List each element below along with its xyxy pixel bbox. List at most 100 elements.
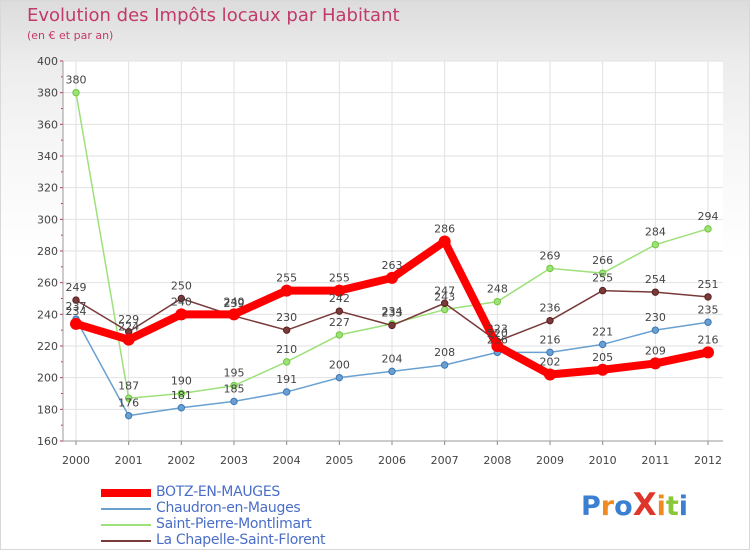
data-point [704,318,712,326]
data-point [177,389,186,398]
x-tick-label: 2003 [220,454,248,467]
x-tick-label: 2000 [62,454,90,467]
x-tick-label: 2006 [378,454,406,467]
data-label: 200 [329,359,350,372]
legend-swatch-la-chapelle [101,540,151,542]
data-label: 255 [276,272,297,285]
y-tick-label: 220 [37,340,58,353]
data-label: 234 [66,305,87,318]
logo-letter: P [581,491,601,522]
data-point [544,368,556,381]
data-point [546,348,554,357]
data-point [596,363,609,376]
data-label: 224 [118,321,139,334]
data-label: 249 [66,281,87,294]
data-point [333,284,346,297]
data-point [491,340,504,352]
data-point [493,297,502,306]
logo-letter: X [632,487,657,523]
data-label: 210 [276,343,297,356]
data-label: 229 [118,313,139,326]
data-label: 208 [434,346,455,359]
data-label: 195 [224,367,245,380]
y-tick-label: 260 [37,277,58,290]
data-label: 221 [592,325,613,338]
data-label: 223 [487,322,508,335]
data-label: 239 [224,297,245,310]
data-point [388,367,396,376]
data-label: 205 [592,351,613,364]
data-label: 191 [276,373,297,386]
data-point [440,299,449,307]
data-label: 266 [592,254,613,267]
data-label: 237 [66,300,87,313]
data-label: 240 [171,295,192,308]
data-point [228,308,240,321]
y-tick-label: 300 [37,213,58,226]
data-label: 230 [645,311,666,324]
data-label: 255 [329,272,350,285]
data-point [704,293,712,301]
x-tick-label: 2001 [115,454,143,467]
data-point [388,321,396,330]
y-tick-label: 360 [37,118,58,131]
data-point [175,308,188,321]
data-point [440,361,449,369]
x-tick-label: 2005 [325,454,353,467]
data-label: 216 [540,333,561,346]
x-tick-label: 2011 [641,454,669,467]
chart-title: Evolution des Impôts locaux par Habitant [27,5,400,26]
chart-subtitle: (en € et par an) [27,29,114,42]
data-label: 240 [224,295,245,308]
data-label: 216 [487,333,508,346]
data-point [546,316,554,325]
data-label: 380 [66,74,87,87]
data-point [598,340,607,349]
data-point [702,346,714,359]
logo-letter: t [665,491,679,522]
data-label: 176 [118,397,139,410]
data-label: 187 [118,379,139,392]
data-label: 243 [434,291,455,304]
data-point [72,88,80,97]
data-point [230,381,238,390]
logo-letter: i [678,491,689,522]
legend-swatch-chaudron [101,508,151,510]
legend-swatch-botz [101,489,151,497]
data-point [651,288,660,296]
data-point [122,333,135,346]
y-tick-label: 320 [37,182,58,195]
data-point [177,404,186,412]
data-label: 234 [382,305,403,318]
legend-label-chaudron: Chaudron-en-Mauges [156,500,301,516]
legend-label-botz: BOTZ-EN-MAUGES [156,484,280,500]
data-label: 235 [698,303,719,316]
data-label: 236 [540,302,561,315]
y-tick-label: 340 [37,150,58,163]
y-tick-label: 380 [37,87,58,100]
y-tick-label: 160 [37,435,58,448]
data-label: 254 [645,273,666,286]
data-label: 250 [171,280,192,293]
y-tick-label: 240 [37,308,58,321]
data-point [649,357,662,370]
logo-letter: r [600,491,615,522]
data-point [704,225,712,233]
data-point [598,269,607,277]
data-point [335,331,344,339]
data-point [282,326,291,334]
data-point [280,284,293,297]
x-tick-label: 2012 [694,454,722,467]
x-tick-label: 2009 [536,454,564,467]
logo-letter: o [614,491,633,522]
data-label: 181 [171,389,192,402]
x-tick-label: 2007 [431,454,459,467]
y-tick-label: 400 [37,55,58,68]
data-point [651,240,660,249]
x-tick-label: 2010 [589,454,617,467]
data-point [335,307,344,315]
data-label: 230 [276,311,297,324]
data-point [386,271,398,284]
data-label: 216 [698,333,719,346]
